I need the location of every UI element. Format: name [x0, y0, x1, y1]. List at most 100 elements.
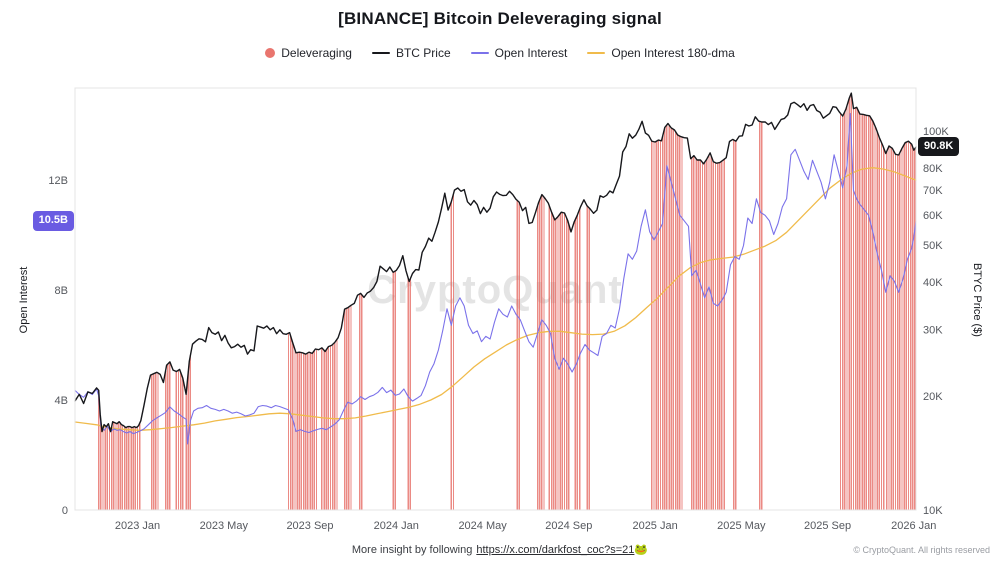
deleveraging-bar	[157, 372, 159, 510]
deleveraging-bar	[407, 277, 409, 510]
legend-label-open-interest: Open Interest	[494, 46, 568, 60]
x-axis-tick-label: 2024 May	[458, 520, 507, 532]
deleveraging-bar	[697, 159, 699, 511]
deleveraging-bar	[852, 108, 855, 510]
legend-item-deleveraging[interactable]: Deleveraging	[265, 46, 352, 60]
deleveraging-bar	[182, 378, 184, 510]
deleveraging-bar	[907, 141, 910, 511]
deleveraging-bar	[518, 202, 520, 511]
left-axis-tick-label: 4B	[55, 395, 68, 407]
legend-item-btc-price[interactable]: BTC Price	[371, 46, 451, 60]
deleveraging-bar	[185, 394, 187, 510]
deleveraging-bar	[894, 154, 897, 510]
deleveraging-bar	[126, 427, 128, 510]
deleveraging-bar	[706, 159, 708, 510]
deleveraging-bar	[452, 193, 455, 510]
deleveraging-bar	[392, 272, 394, 510]
footer: More insight by following https://x.com/d…	[0, 543, 1000, 556]
btc-price-line	[74, 92, 917, 433]
deleveraging-bar	[287, 333, 290, 510]
watermark: CryptoQuant	[367, 268, 622, 312]
x-axis-tick-label: 2025 May	[717, 520, 766, 532]
deleveraging-bar	[859, 114, 861, 510]
deleveraging-bar	[346, 308, 348, 510]
deleveraging-bar	[657, 140, 660, 510]
deleveraging-bar	[899, 152, 901, 510]
deleveraging-bar	[553, 217, 555, 510]
deleveraging-bar	[155, 372, 157, 510]
deleveraging-bar	[878, 137, 881, 511]
deleveraging-bar	[167, 364, 169, 510]
deleveraging-bar	[672, 129, 675, 510]
right-axis-tick-label: 10K	[923, 505, 943, 517]
deleveraging-bar	[903, 144, 905, 510]
deleveraging-bar	[666, 124, 668, 511]
deleveraging-bar	[905, 142, 907, 511]
deleveraging-bar	[670, 127, 672, 510]
deleveraging-bar	[588, 208, 590, 510]
deleveraging-bar	[100, 420, 102, 510]
deleveraging-bar	[348, 306, 350, 510]
deleveraging-bar	[331, 344, 334, 510]
deleveraging-bar	[909, 143, 912, 510]
frog-emoji: 🐸	[634, 544, 649, 556]
right-axis-title: BTYC Price ($)	[971, 263, 983, 337]
left-axis-tick-label: 8B	[55, 285, 68, 297]
deleveraging-bar	[716, 163, 719, 510]
deleveraging-bar	[136, 426, 139, 510]
open-interest-line	[74, 113, 917, 445]
deleveraging-bar	[175, 371, 178, 510]
x-axis-tick-label: 2024 Sep	[545, 520, 592, 532]
deleveraging-bar	[115, 423, 117, 510]
deleveraging-bar	[578, 209, 581, 510]
right-axis-tick-label: 60K	[923, 210, 943, 222]
deleveraging-bar	[714, 162, 717, 510]
deleveraging-bar	[128, 426, 130, 510]
deleveraging-bar	[568, 224, 570, 511]
deleveraging-bar	[586, 205, 588, 510]
deleveraging-bar	[358, 294, 361, 510]
deleveraging-bar	[150, 374, 153, 510]
deleveraging-bar	[559, 213, 561, 510]
deleveraging-bar	[880, 142, 883, 510]
deleveraging-bar	[298, 352, 300, 510]
right-axis-tick-label: 80K	[923, 163, 943, 175]
left-axis-tick-label: 0	[62, 505, 68, 517]
deleveraging-bar	[674, 131, 677, 510]
deleveraging-bar	[123, 426, 126, 510]
right-axis-tick-label: 50K	[923, 240, 943, 252]
deleveraging-bar	[848, 98, 850, 510]
deleveraging-bar	[334, 342, 336, 510]
deleveraging-bar	[701, 162, 704, 511]
deleveraging-bar	[876, 131, 878, 510]
deleveraging-bar	[108, 427, 111, 510]
deleveraging-bar	[361, 294, 363, 510]
deleveraging-bar	[844, 111, 846, 510]
right-axis-tick-label: 100K	[923, 126, 949, 138]
deleveraging-bar	[664, 127, 666, 511]
legend-item-open-interest[interactable]: Open Interest	[470, 46, 568, 60]
deleveraging-bar	[861, 114, 863, 510]
deleveraging-bar	[104, 425, 106, 510]
deleveraging-bar	[130, 427, 132, 510]
deleveraging-bar	[890, 147, 892, 510]
deleveraging-bar	[914, 148, 916, 510]
deleveraging-bar	[896, 154, 899, 510]
deleveraging-bar	[132, 427, 134, 510]
deleveraging-bar	[189, 355, 192, 510]
deleveraging-bar	[563, 213, 566, 510]
deleveraging-bar	[409, 278, 412, 510]
deleveraging-bar	[121, 425, 124, 510]
legend-item-oi-180dma[interactable]: Open Interest 180-dma	[587, 46, 735, 60]
deleveraging-bar	[888, 145, 890, 510]
footer-link[interactable]: https://x.com/darkfost_coc?s=21	[476, 544, 635, 556]
deleveraging-bar	[516, 200, 518, 510]
x-axis-tick-label: 2026 Jan	[891, 520, 936, 532]
deleveraging-bar	[857, 109, 859, 510]
deleveraging-bar	[329, 345, 332, 510]
deleveraging-bar	[336, 339, 338, 510]
legend: Deleveraging BTC Price Open Interest Ope…	[0, 46, 1000, 60]
chart-title: [BINANCE] Bitcoin Deleveraging signal	[338, 9, 662, 28]
deleveraging-bar	[302, 353, 305, 510]
